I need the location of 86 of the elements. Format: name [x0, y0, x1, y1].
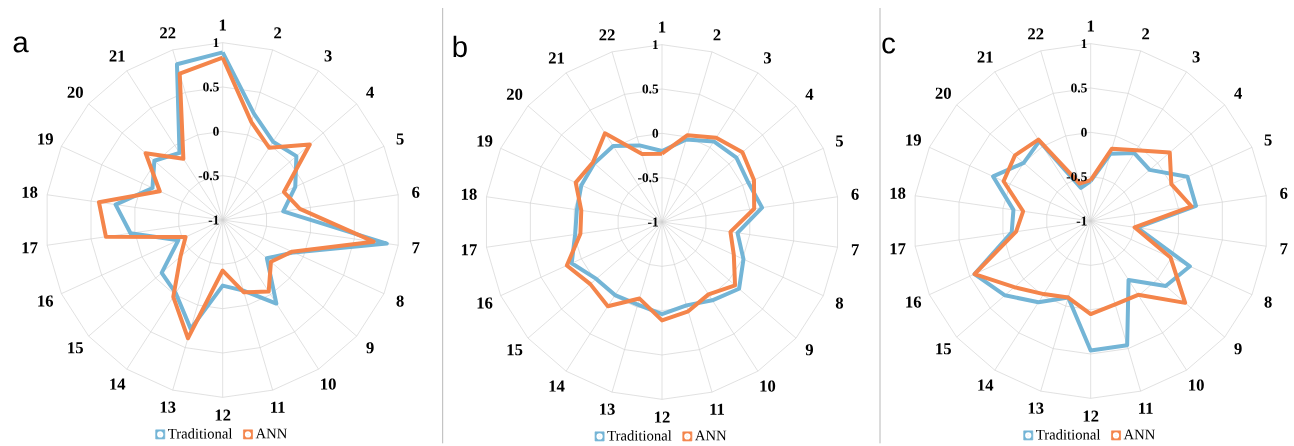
spoke-label: 8 — [835, 297, 844, 309]
legend-label: ANN — [1123, 429, 1155, 440]
spoke-label: 21 — [977, 51, 993, 63]
spoke-label: 7 — [851, 244, 859, 256]
spoke-label: 20 — [506, 88, 523, 100]
spoke-label: 16 — [477, 297, 493, 309]
spoke-label: 19 — [477, 135, 493, 147]
spoke-label: 15 — [936, 343, 951, 355]
spoke-label: 2 — [274, 27, 282, 39]
spoke-label: 7 — [1280, 243, 1288, 255]
spoke-label: 5 — [835, 135, 843, 147]
spoke-label: 4 — [366, 86, 374, 98]
spoke-label: 9 — [805, 344, 813, 356]
y-tick-label: 0.5 — [642, 84, 659, 94]
spoke-label: 22 — [599, 29, 615, 41]
spoke-label: 16 — [906, 296, 922, 308]
spoke-label: 17 — [461, 244, 477, 256]
spoke-label: 14 — [110, 378, 126, 390]
legend-label: Traditional — [168, 428, 233, 439]
spoke-label: 17 — [890, 243, 906, 255]
spoke-label: 6 — [851, 188, 859, 200]
spoke-label: 11 — [1139, 402, 1153, 414]
spoke-label: 11 — [710, 403, 724, 415]
spoke-label: 15 — [68, 342, 83, 354]
spoke-label: 12 — [215, 409, 231, 421]
spoke-label: 3 — [763, 52, 772, 64]
y-tick-label: 1 — [213, 38, 219, 48]
spoke-label: 10 — [760, 380, 776, 392]
chart-title: a — [13, 36, 29, 53]
spoke-label: 2 — [1142, 28, 1150, 40]
chart-title: c — [882, 37, 896, 54]
y-tick-label: 0.5 — [1071, 83, 1087, 93]
spoke-label: 18 — [461, 188, 477, 200]
spoke-label: 18 — [22, 186, 38, 198]
spoke-label: 3 — [1192, 51, 1200, 63]
spoke-label: 14 — [978, 379, 994, 391]
spoke-label: 16 — [38, 295, 54, 307]
chart-title: b — [453, 35, 467, 58]
spoke-label: 19 — [906, 134, 921, 146]
spoke-label: 10 — [1189, 379, 1204, 391]
spoke-label: 5 — [1264, 134, 1272, 146]
spoke-label: 20 — [935, 87, 951, 99]
y-tick-label: 0 — [213, 126, 219, 136]
spoke-label: 14 — [549, 380, 565, 392]
spoke-label: 3 — [324, 50, 332, 62]
spoke-label: 10 — [321, 378, 336, 390]
spoke-label: 18 — [890, 187, 906, 199]
y-tick-label: 1 — [1081, 39, 1087, 49]
spoke-label: 13 — [160, 401, 176, 413]
y-tick-label: 0 — [1081, 127, 1087, 137]
spoke-label: 21 — [109, 50, 125, 62]
spoke-label: 5 — [396, 133, 404, 145]
legend-label: ANN — [255, 428, 287, 439]
legend-label: ANN — [695, 430, 727, 441]
y-tick-label: -0.5 — [638, 173, 659, 183]
spoke-label: 9 — [1234, 343, 1242, 355]
y-tick-label: 0.5 — [203, 82, 219, 92]
legend-label: Traditional — [607, 430, 672, 441]
spoke-label: 15 — [507, 344, 523, 356]
spoke-label: 4 — [805, 88, 814, 100]
spoke-label: 8 — [1264, 296, 1272, 308]
spoke-label: 13 — [600, 403, 615, 415]
y-tick-label: -1 — [1076, 216, 1087, 226]
spoke-label: 13 — [1028, 402, 1044, 414]
spoke-label: 19 — [38, 133, 53, 145]
spoke-label: 6 — [1280, 187, 1288, 199]
y-tick-label: -1 — [208, 215, 219, 225]
spoke-label: 20 — [67, 86, 83, 98]
spoke-label: 11 — [271, 401, 285, 413]
spoke-label: 17 — [22, 242, 38, 254]
y-tick-label: -0.5 — [198, 171, 219, 181]
spoke-label: 4 — [1234, 87, 1242, 99]
spoke-label: 7 — [412, 242, 420, 254]
legend-label: Traditional — [1036, 429, 1101, 440]
spoke-label: 8 — [396, 295, 404, 307]
spoke-label: 9 — [366, 342, 374, 354]
spoke-label: 2 — [713, 29, 721, 41]
spoke-label: 12 — [1083, 410, 1099, 422]
spoke-label: 21 — [548, 52, 565, 64]
spoke-label: 6 — [412, 186, 420, 198]
spoke-label: 22 — [1028, 28, 1044, 40]
y-tick-label: -1 — [648, 217, 658, 227]
y-tick-label: 0 — [652, 128, 659, 138]
spoke-label: 22 — [160, 27, 176, 39]
spoke-label: 12 — [655, 411, 670, 423]
y-tick-label: 1 — [653, 40, 658, 50]
